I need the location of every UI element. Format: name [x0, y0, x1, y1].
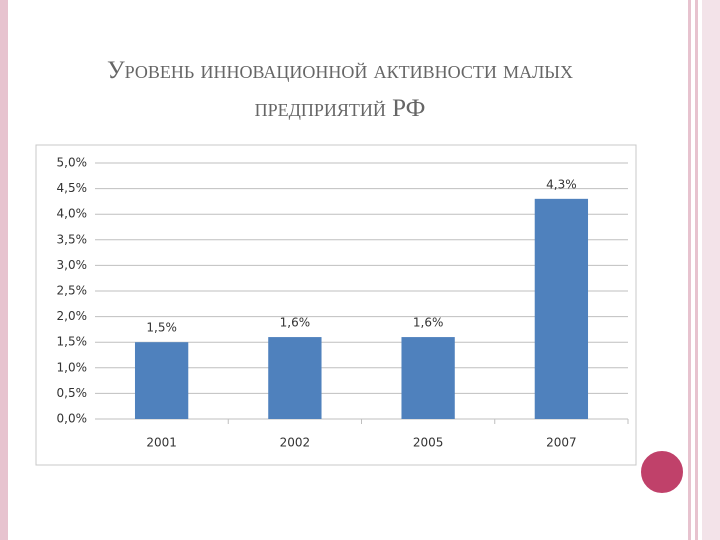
- left-border: [0, 0, 8, 540]
- y-tick-label: 3,5%: [57, 232, 88, 246]
- data-label: 1,6%: [280, 316, 311, 330]
- x-tick-label: 2005: [413, 436, 444, 450]
- data-label: 1,5%: [146, 321, 177, 335]
- y-tick-label: 2,0%: [57, 309, 88, 323]
- x-tick-label: 2007: [546, 436, 577, 450]
- right-border: [702, 0, 720, 540]
- y-tick-label: 4,0%: [57, 207, 88, 221]
- x-tick-label: 2001: [146, 436, 177, 450]
- data-label: 4,3%: [546, 177, 577, 191]
- bar: [134, 342, 189, 419]
- y-tick-label: 5,0%: [57, 156, 88, 170]
- chart-title: Уровень инновационной активности малых п…: [106, 57, 573, 122]
- y-tick-label: 1,5%: [57, 335, 88, 349]
- y-tick-label: 0,5%: [57, 386, 88, 400]
- bar: [401, 337, 455, 419]
- y-tick-label: 1,0%: [57, 360, 88, 374]
- bar: [534, 198, 589, 419]
- y-tick-label: 0,0%: [57, 412, 88, 426]
- right-stripe: [695, 0, 698, 540]
- y-tick-label: 2,5%: [57, 284, 88, 298]
- y-tick-label: 4,5%: [57, 181, 88, 195]
- y-tick-label: 3,0%: [57, 258, 88, 272]
- bar: [268, 337, 322, 419]
- right-stripe: [688, 0, 691, 540]
- x-tick-label: 2002: [280, 436, 311, 450]
- data-label: 1,6%: [413, 316, 444, 330]
- decor-circle: [639, 449, 685, 495]
